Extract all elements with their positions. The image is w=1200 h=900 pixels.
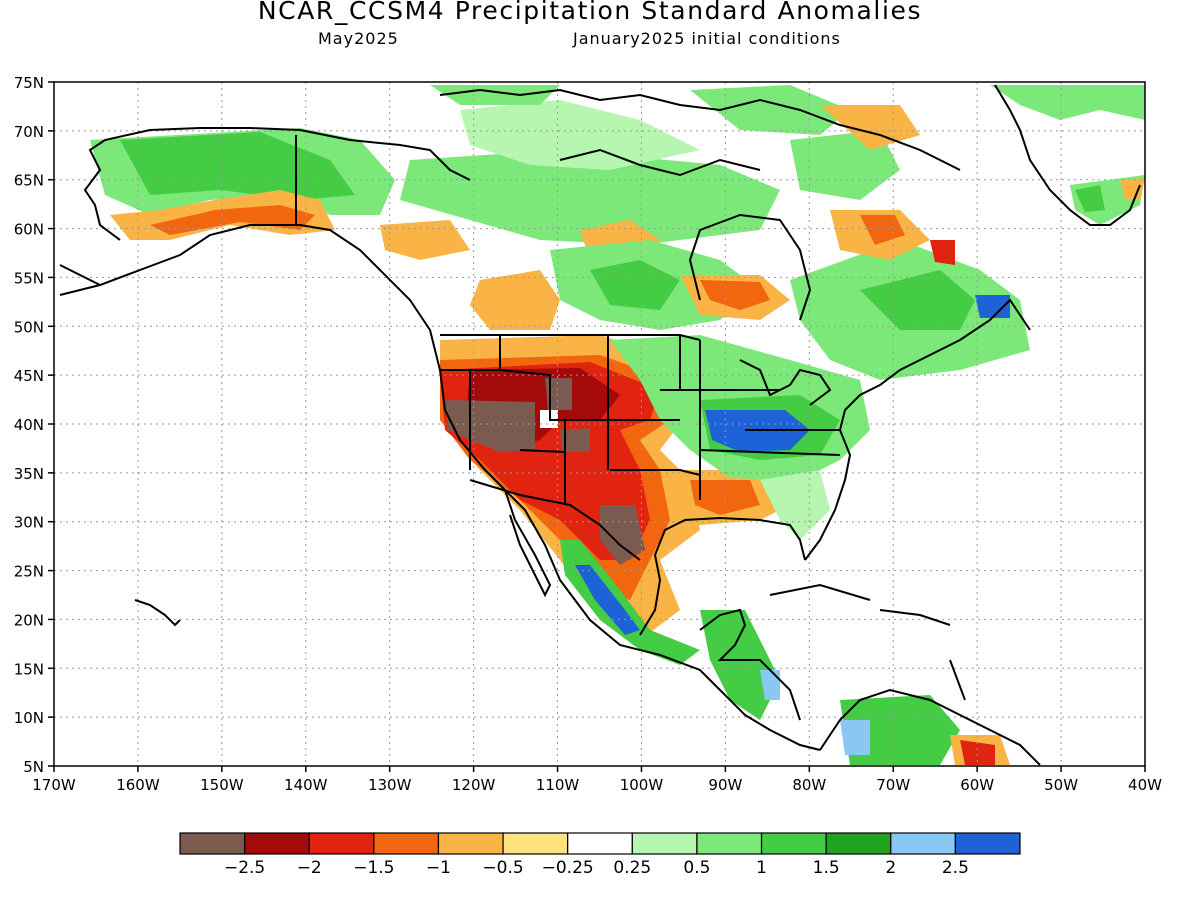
lon-tick-label: 100W <box>620 776 664 794</box>
color-bar-swatch <box>890 832 956 855</box>
color-bar-label: −2 <box>297 858 322 878</box>
lon-tick-label: 90W <box>708 776 742 794</box>
lon-tick-label: 40W <box>1128 776 1162 794</box>
lon-tick-label: 130W <box>368 776 412 794</box>
lon-tick-label: 50W <box>1044 776 1078 794</box>
color-bar-label: −1.5 <box>353 858 394 878</box>
lon-tick-label: 110W <box>536 776 580 794</box>
lon-tick-label: 80W <box>792 776 826 794</box>
initial-conditions-label: January2025 initial conditions <box>573 29 841 48</box>
color-bar-label: 2 <box>885 858 896 878</box>
lat-tick-label: 50N <box>14 318 44 336</box>
color-bar-label: −2.5 <box>224 858 265 878</box>
map-title: NCAR_CCSM4 Precipitation Standard Anomal… <box>257 0 923 25</box>
lat-tick-label: 75N <box>14 74 44 92</box>
color-bar-label: 0.5 <box>683 858 710 878</box>
color-bar <box>179 832 1021 855</box>
lat-tick-label: 55N <box>14 269 44 287</box>
coastlines <box>59 84 1141 766</box>
anomaly-fields <box>90 85 1145 765</box>
color-bar-swatch <box>437 832 504 855</box>
color-bar-swatch <box>631 832 698 855</box>
color-bar-label: −1 <box>426 858 451 878</box>
lon-tick-label: 160W <box>116 776 160 794</box>
lat-tick-label: 5N <box>23 758 44 776</box>
lon-tick-label: 170W <box>32 776 76 794</box>
lat-tick-label: 65N <box>14 172 44 190</box>
color-bar-swatch <box>244 832 310 855</box>
color-bar-swatch <box>954 832 1021 855</box>
color-bar-swatch <box>373 832 440 855</box>
lon-tick-label: 60W <box>960 776 994 794</box>
color-bar-swatch <box>760 832 827 855</box>
lat-tick-label: 30N <box>14 514 44 532</box>
lat-tick-label: 70N <box>14 123 44 141</box>
color-bar-label: −0.5 <box>482 858 523 878</box>
lat-tick-label: 35N <box>14 465 44 483</box>
lat-tick-label: 25N <box>14 563 44 581</box>
forecast-month: May2025 <box>318 29 399 48</box>
color-bar-swatch <box>825 832 892 855</box>
lon-tick-label: 120W <box>452 776 496 794</box>
lon-tick-label: 150W <box>200 776 244 794</box>
color-bar-swatch <box>179 832 246 855</box>
color-bar-label: 1 <box>756 858 767 878</box>
lat-tick-label: 10N <box>14 709 44 727</box>
color-bar-swatch <box>308 832 375 855</box>
color-bar-label: 1.5 <box>813 858 840 878</box>
lon-tick-label: 70W <box>876 776 910 794</box>
lat-tick-label: 40N <box>14 416 44 434</box>
color-bar-label: −0.25 <box>542 858 594 878</box>
color-bar-label: 0.25 <box>613 858 651 878</box>
lat-tick-label: 20N <box>14 611 44 629</box>
color-bar-swatch <box>567 832 633 855</box>
color-bar-swatch <box>696 832 763 855</box>
lat-tick-label: 45N <box>14 367 44 385</box>
lon-tick-label: 140W <box>284 776 328 794</box>
lat-tick-label: 15N <box>14 660 44 678</box>
color-bar-swatch <box>502 832 569 855</box>
lat-tick-label: 60N <box>14 221 44 239</box>
color-bar-label: 2.5 <box>942 858 969 878</box>
